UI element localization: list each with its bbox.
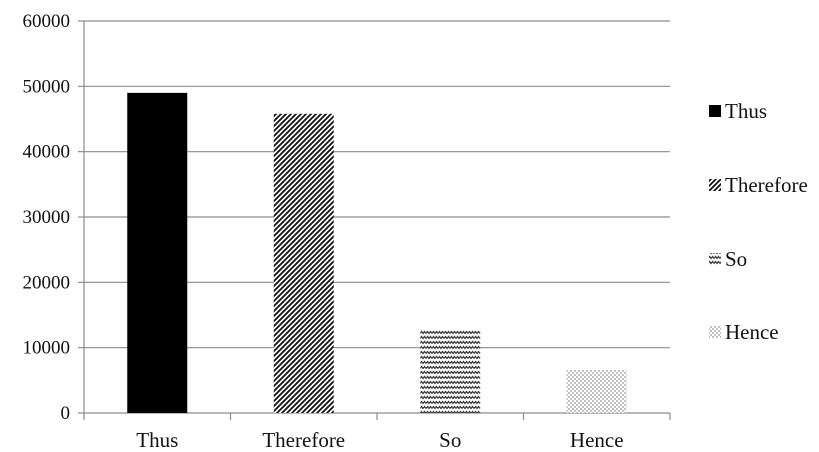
legend-swatch [709, 326, 721, 338]
bar-hence [566, 369, 627, 413]
legend-label: Thus [725, 99, 767, 123]
legend-swatch [709, 253, 721, 265]
bars [127, 92, 627, 414]
y-axis: 0 10000 20000 30000 40000 50000 60000 [23, 11, 85, 424]
y-tick-label: 10000 [23, 338, 71, 359]
x-tick-label: Therefore [262, 428, 345, 452]
legend-label: So [725, 247, 747, 271]
legend-label: Therefore [725, 173, 808, 197]
bar-so [420, 330, 481, 413]
y-tick-label: 20000 [23, 272, 71, 293]
bar-thus [127, 92, 188, 413]
y-tick-label: 40000 [23, 142, 71, 163]
x-tick-label: Hence [570, 428, 624, 452]
x-tick-label: So [439, 428, 461, 452]
x-axis: Thus Therefore So Hence [83, 413, 671, 452]
legend-swatch [709, 179, 721, 191]
y-tick-label: 50000 [23, 76, 71, 97]
y-tick-label: 60000 [23, 11, 71, 32]
legend: Thus Therefore So Hence [709, 99, 808, 344]
y-tick-label: 30000 [23, 207, 71, 228]
x-tick-label: Thus [136, 428, 178, 452]
y-tick-label: 0 [61, 403, 71, 424]
legend-swatch [709, 105, 721, 117]
legend-label: Hence [725, 320, 779, 344]
bar-therefore [273, 113, 334, 414]
